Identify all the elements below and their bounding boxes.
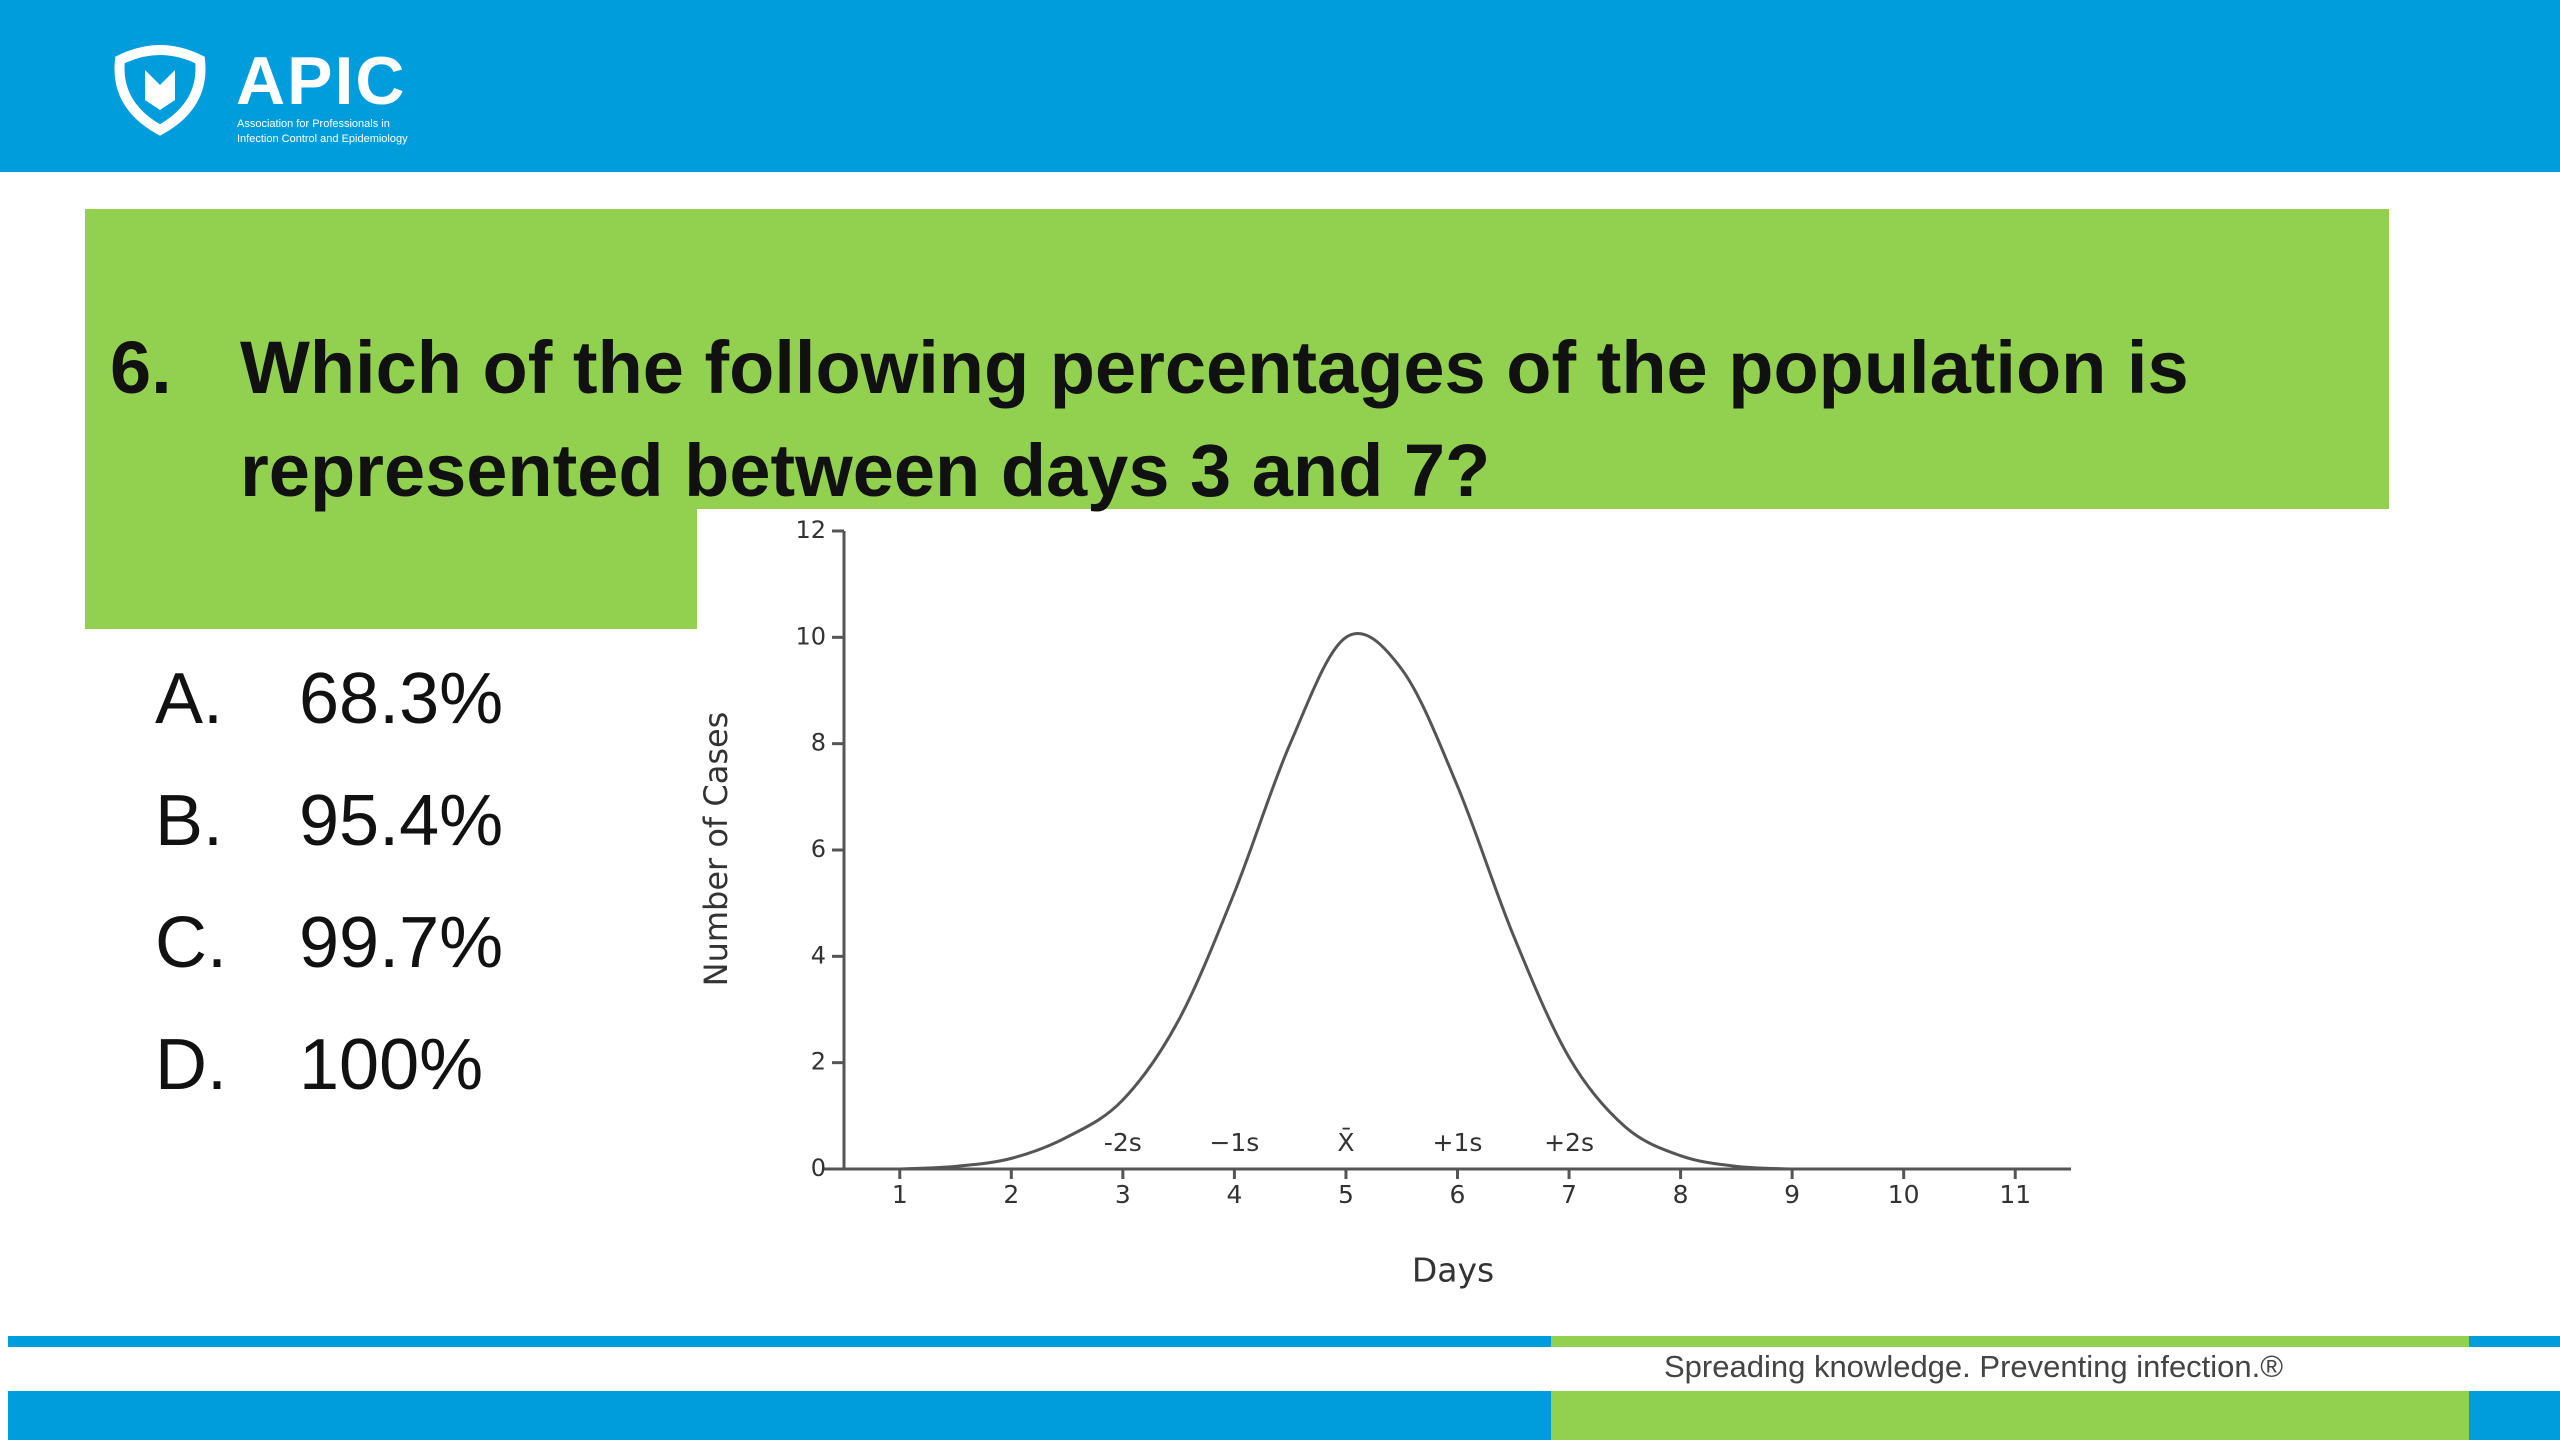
logo-tagline: Infection Control and Epidemiology	[237, 133, 408, 145]
x-tick-label: 1	[892, 1180, 908, 1209]
x-tick-label: 4	[1226, 1180, 1242, 1209]
question-number: 6.	[110, 326, 172, 409]
option-text: 95.4%	[299, 781, 504, 861]
question-box	[85, 209, 2389, 509]
y-tick-label: 2	[811, 1048, 826, 1076]
option-text: 100%	[299, 1025, 484, 1105]
question-line: Which of the following percentages of th…	[240, 326, 2189, 409]
y-axis-label: Number of Cases	[697, 712, 735, 987]
footer-line	[1551, 1336, 2469, 1347]
question-box-tab	[85, 509, 697, 629]
annotation: +1s	[1433, 1128, 1483, 1157]
x-tick-label: 8	[1673, 1180, 1689, 1209]
x-tick-label: 7	[1561, 1180, 1577, 1209]
option-letter: D.	[155, 1025, 227, 1105]
x-tick-label: 10	[1888, 1180, 1920, 1209]
option-letter: C.	[155, 903, 227, 983]
header-bar	[0, 0, 2560, 172]
x-tick-label: 11	[1999, 1180, 2031, 1209]
y-tick-label: 6	[811, 835, 826, 863]
x-tick-label: 5	[1338, 1180, 1354, 1209]
y-tick-label: 10	[795, 622, 826, 650]
option-letter: B.	[155, 781, 224, 861]
annotation: X̄	[1337, 1127, 1354, 1157]
logo-icon	[114, 45, 206, 136]
y-tick-label: 0	[811, 1154, 826, 1182]
footer-bar	[1551, 1391, 2469, 1440]
annotation: −1s	[1209, 1128, 1259, 1157]
y-tick-label: 8	[811, 729, 826, 757]
option-text: 68.3%	[299, 659, 504, 739]
footer-tagline: Spreading knowledge. Preventing infectio…	[1664, 1349, 2284, 1384]
x-tick-label: 2	[1003, 1180, 1019, 1209]
logo-name: APIC	[236, 43, 407, 119]
x-tick-label: 3	[1115, 1180, 1131, 1209]
option-letter: A.	[155, 659, 224, 739]
logo-tagline: Association for Professionals in	[237, 118, 390, 130]
option-text: 99.7%	[299, 903, 504, 983]
curve	[899, 632, 1793, 1171]
footer-line	[8, 1336, 1551, 1347]
footer-bar	[8, 1391, 1551, 1440]
y-tick-label: 4	[811, 941, 826, 969]
x-tick-label: 6	[1450, 1180, 1466, 1209]
footer-bar	[2469, 1391, 2560, 1440]
question-line: represented between days 3 and 7?	[240, 429, 1491, 512]
footer-line	[2469, 1336, 2560, 1347]
annotation: -2s	[1104, 1128, 1142, 1157]
x-axis-label: Days	[1412, 1251, 1494, 1290]
x-tick-label: 9	[1784, 1180, 1800, 1209]
y-tick-label: 12	[795, 516, 826, 544]
annotation: +2s	[1544, 1128, 1594, 1157]
